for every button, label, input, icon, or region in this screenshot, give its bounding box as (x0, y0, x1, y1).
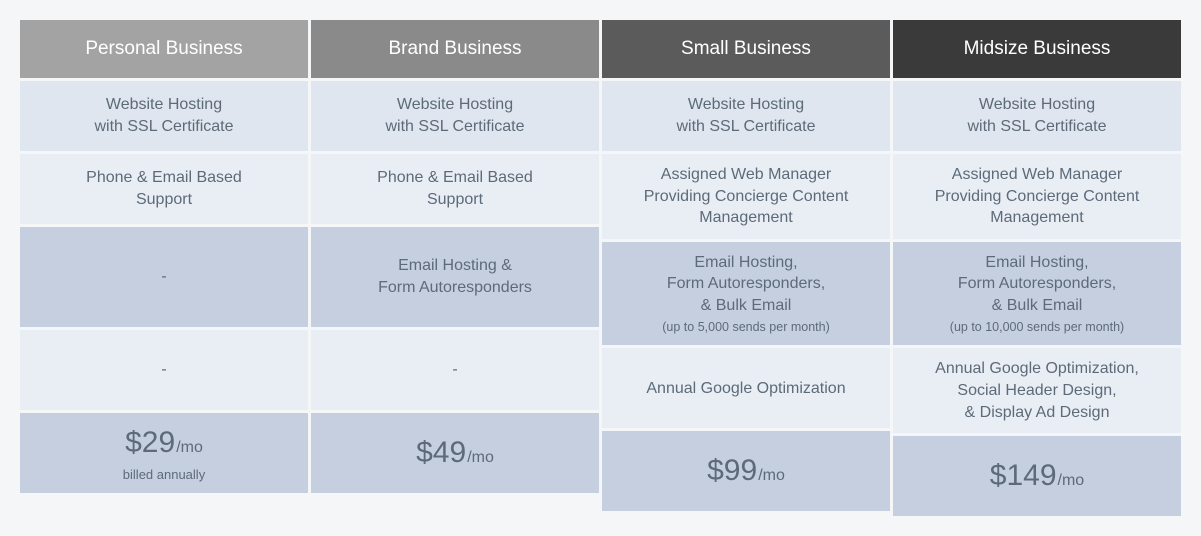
feature-line: Form Autoresponders, (958, 273, 1116, 295)
plan-title: Small Business (681, 36, 811, 62)
price-cell: $49/mo (311, 413, 599, 493)
price-period: /mo (758, 465, 785, 487)
price-period: /mo (176, 437, 203, 459)
feature-line: - (452, 359, 457, 381)
price-period: /mo (467, 447, 494, 469)
feature-line: with SSL Certificate (967, 116, 1106, 138)
feature-line: - (161, 359, 166, 381)
feature-line: Form Autoresponders, (667, 273, 825, 295)
feature-cell: Email Hosting,Form Autoresponders,& Bulk… (602, 242, 890, 346)
feature-line: Form Autoresponders (378, 277, 532, 299)
feature-line: & Bulk Email (701, 295, 792, 317)
plan-title: Midsize Business (964, 36, 1111, 62)
price-amount: $99 (707, 451, 757, 492)
feature-cell: Website Hostingwith SSL Certificate (602, 81, 890, 151)
feature-line: Providing Concierge Content (644, 186, 849, 208)
feature-cell: Website Hostingwith SSL Certificate (20, 81, 308, 151)
feature-cell: Email Hosting &Form Autoresponders (311, 227, 599, 327)
feature-subtext: (up to 5,000 sends per month) (662, 319, 829, 336)
feature-line: Assigned Web Manager (661, 164, 831, 186)
feature-cell: Annual Google Optimization,Social Header… (893, 348, 1181, 433)
feature-cell: - (311, 330, 599, 410)
feature-cell: Phone & Email BasedSupport (311, 154, 599, 224)
plan-column: Small Business Website Hostingwith SSL Ce… (602, 20, 890, 516)
feature-line: with SSL Certificate (676, 116, 815, 138)
plan-column: Midsize Business Website Hostingwith SSL … (893, 20, 1181, 516)
feature-line: Website Hosting (106, 94, 222, 116)
feature-line: - (161, 266, 166, 288)
feature-line: Management (990, 207, 1083, 229)
feature-cell: Phone & Email BasedSupport (20, 154, 308, 224)
feature-line: Phone & Email Based (86, 167, 242, 189)
feature-line: & Bulk Email (992, 295, 1083, 317)
price-cell: $149/mo (893, 436, 1181, 516)
price-main: $29/mo (125, 423, 203, 464)
feature-line: Annual Google Optimization (646, 378, 845, 400)
feature-line: Website Hosting (397, 94, 513, 116)
plan-header: Midsize Business (893, 20, 1181, 78)
plan-header: Personal Business (20, 20, 308, 78)
price-main: $99/mo (707, 451, 785, 492)
pricing-table: Personal BusinessWebsite Hostingwith SSL… (20, 20, 1181, 516)
feature-line: Support (136, 189, 192, 211)
feature-line: with SSL Certificate (94, 116, 233, 138)
feature-cell: Email Hosting,Form Autoresponders,& Bulk… (893, 242, 1181, 346)
feature-cell: - (20, 330, 308, 410)
plan-column: Personal Business Website Hostingwith SSL… (20, 20, 308, 516)
price-subtext: billed annually (123, 466, 205, 484)
feature-cell: Website Hostingwith SSL Certificate (311, 81, 599, 151)
feature-line: Email Hosting, (985, 252, 1088, 274)
feature-line: Phone & Email Based (377, 167, 533, 189)
feature-line: Annual Google Optimization, (935, 358, 1139, 380)
feature-cell: Annual Google Optimization (602, 348, 890, 428)
feature-line: Email Hosting, (694, 252, 797, 274)
price-period: /mo (1058, 470, 1085, 492)
plan-column: Brand Business Website Hostingwith SSL Ce… (311, 20, 599, 516)
plan-title: Brand Business (388, 36, 521, 62)
price-amount: $49 (416, 433, 466, 474)
plan-header: Small Business (602, 20, 890, 78)
feature-line: Support (427, 189, 483, 211)
feature-line: Assigned Web Manager (952, 164, 1122, 186)
feature-cell: Assigned Web ManagerProviding Concierge … (893, 154, 1181, 239)
feature-cell: Assigned Web ManagerProviding Concierge … (602, 154, 890, 239)
price-amount: $29 (125, 423, 175, 464)
feature-line: Providing Concierge Content (935, 186, 1140, 208)
feature-line: Email Hosting & (398, 255, 512, 277)
feature-cell: - (20, 227, 308, 327)
plan-header: Brand Business (311, 20, 599, 78)
price-cell: $29/mo billed annually (20, 413, 308, 493)
feature-subtext: (up to 10,000 sends per month) (950, 319, 1124, 336)
feature-line: Management (699, 207, 792, 229)
feature-line: Social Header Design, (957, 380, 1116, 402)
price-main: $149/mo (990, 456, 1084, 497)
feature-line: Website Hosting (979, 94, 1095, 116)
plan-title: Personal Business (85, 36, 242, 62)
price-main: $49/mo (416, 433, 494, 474)
price-amount: $149 (990, 456, 1057, 497)
price-cell: $99/mo (602, 431, 890, 511)
feature-cell: Website Hostingwith SSL Certificate (893, 81, 1181, 151)
feature-line: with SSL Certificate (385, 116, 524, 138)
feature-line: Website Hosting (688, 94, 804, 116)
feature-line: & Display Ad Design (965, 402, 1110, 424)
